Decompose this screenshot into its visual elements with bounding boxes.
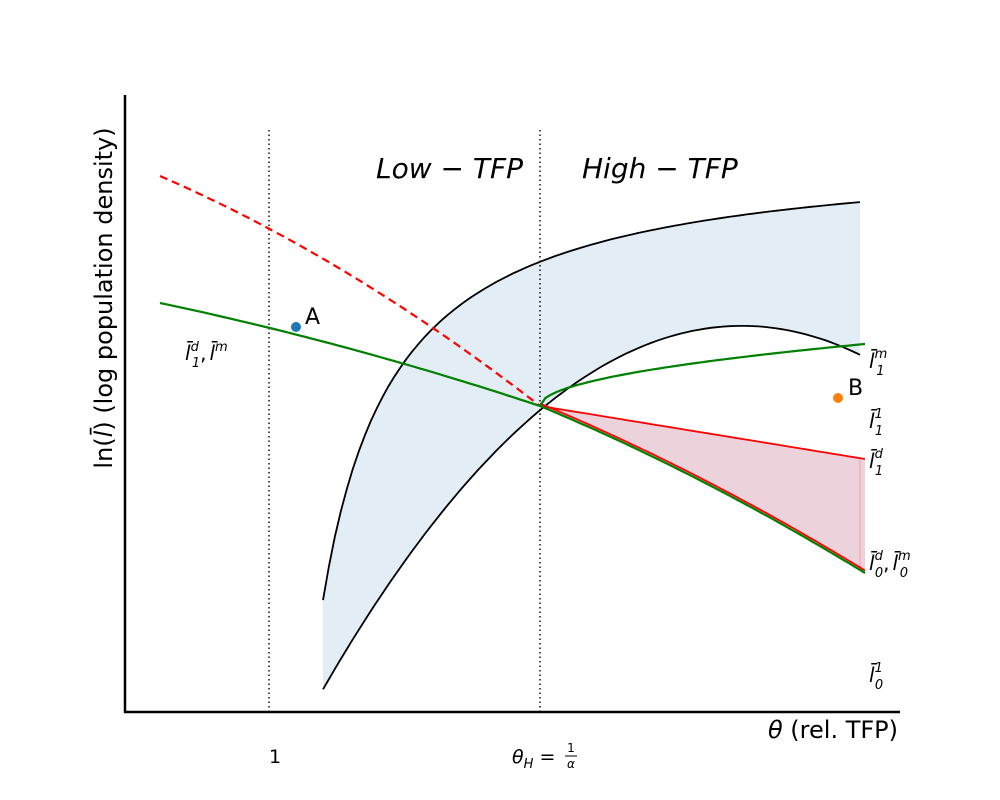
label-l1d: l̄d 1 — [869, 447, 884, 479]
label-l1d-lm: l̄d 1, l̄m — [185, 340, 228, 371]
region-high-tfp-label: High − TFP — [582, 152, 738, 185]
series-l0d-red-line — [539, 402, 866, 572]
series-l0d-l0m-line — [539, 404, 866, 574]
svg-text:1: 1 — [567, 741, 575, 755]
label-l0d-l0m: l̄d 0, l̄m 0 — [869, 549, 911, 581]
series-red-dashed-line — [159, 174, 541, 407]
svg-text:l̄10: l̄1 0 — [869, 661, 883, 693]
label-l1-1: l̄1 1 — [869, 407, 883, 439]
svg-text:l̄d0,l̄m0: l̄d 0, l̄m 0 — [869, 549, 911, 581]
svg-text:l̄11: l̄1 1 — [869, 407, 883, 439]
label-l0-1: l̄1 0 — [869, 661, 883, 693]
series-l0-1-line — [322, 201, 861, 601]
svg-text:l̄d1,l̄m: l̄d 1, l̄m — [185, 340, 228, 371]
band-l1d-to-l0d — [540, 406, 865, 573]
svg-text:θH =: θH = — [512, 746, 555, 772]
series-l1m-line — [539, 342, 866, 407]
point-b — [833, 393, 843, 403]
band-l1-1-to-l0-1 — [323, 202, 860, 690]
svg-text:l̄m1: l̄m 1 — [869, 347, 887, 379]
x-tick-label-1: 1 — [269, 746, 281, 768]
svg-text:α: α — [567, 757, 575, 771]
series-l1d-lm-line — [159, 301, 541, 408]
series-l1-1-line — [322, 325, 861, 690]
point-b-label: B — [848, 376, 863, 401]
region-low-tfp-label: Low − TFP — [376, 152, 523, 185]
y-axis-title: ln(l̄) (log population density) — [89, 127, 118, 468]
label-l1m: l̄m 1 — [869, 347, 887, 379]
point-a — [291, 322, 301, 332]
x-tick-label-theta-h: θH = 1 α — [512, 741, 577, 772]
series-l1d-line — [539, 405, 866, 460]
point-a-label: A — [305, 305, 320, 330]
x-axis-title: θ (rel. TFP) — [768, 716, 898, 744]
svg-text:l̄d1: l̄d 1 — [869, 447, 884, 479]
